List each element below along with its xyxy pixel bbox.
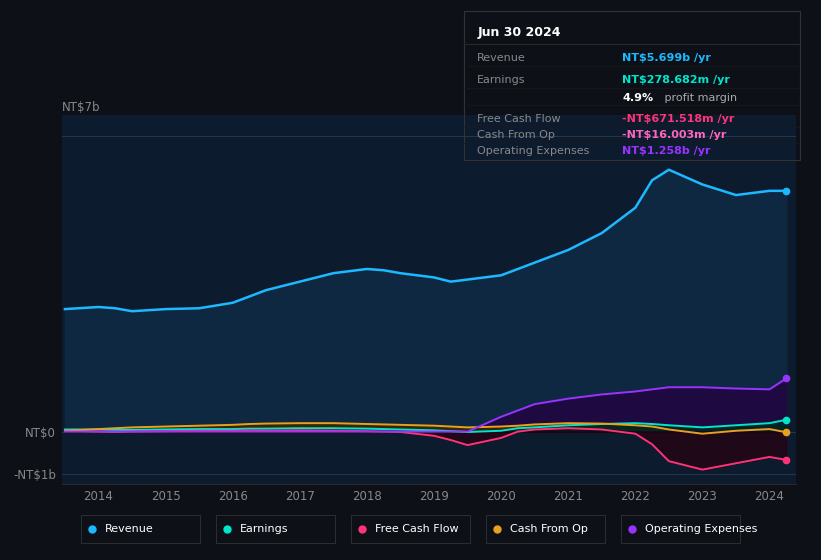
Text: Jun 30 2024: Jun 30 2024	[477, 26, 561, 39]
FancyBboxPatch shape	[351, 515, 470, 543]
Text: NT$7b: NT$7b	[62, 101, 100, 114]
Text: Cash From Op: Cash From Op	[477, 130, 555, 140]
FancyBboxPatch shape	[486, 515, 605, 543]
FancyBboxPatch shape	[621, 515, 741, 543]
Text: NT$278.682m /yr: NT$278.682m /yr	[622, 75, 730, 85]
Text: Cash From Op: Cash From Op	[511, 524, 589, 534]
Text: Operating Expenses: Operating Expenses	[645, 524, 758, 534]
Text: Earnings: Earnings	[241, 524, 289, 534]
Text: Free Cash Flow: Free Cash Flow	[477, 114, 561, 124]
Text: Revenue: Revenue	[477, 53, 526, 63]
Text: Free Cash Flow: Free Cash Flow	[375, 524, 459, 534]
Text: Earnings: Earnings	[477, 75, 525, 85]
Text: 4.9%: 4.9%	[622, 93, 654, 103]
Text: Revenue: Revenue	[105, 524, 154, 534]
FancyBboxPatch shape	[216, 515, 335, 543]
Text: profit margin: profit margin	[661, 93, 737, 103]
FancyBboxPatch shape	[80, 515, 200, 543]
Text: Operating Expenses: Operating Expenses	[477, 146, 589, 156]
Text: -NT$16.003m /yr: -NT$16.003m /yr	[622, 130, 727, 140]
Text: NT$1.258b /yr: NT$1.258b /yr	[622, 146, 710, 156]
Text: NT$5.699b /yr: NT$5.699b /yr	[622, 53, 711, 63]
Text: -NT$671.518m /yr: -NT$671.518m /yr	[622, 114, 735, 124]
